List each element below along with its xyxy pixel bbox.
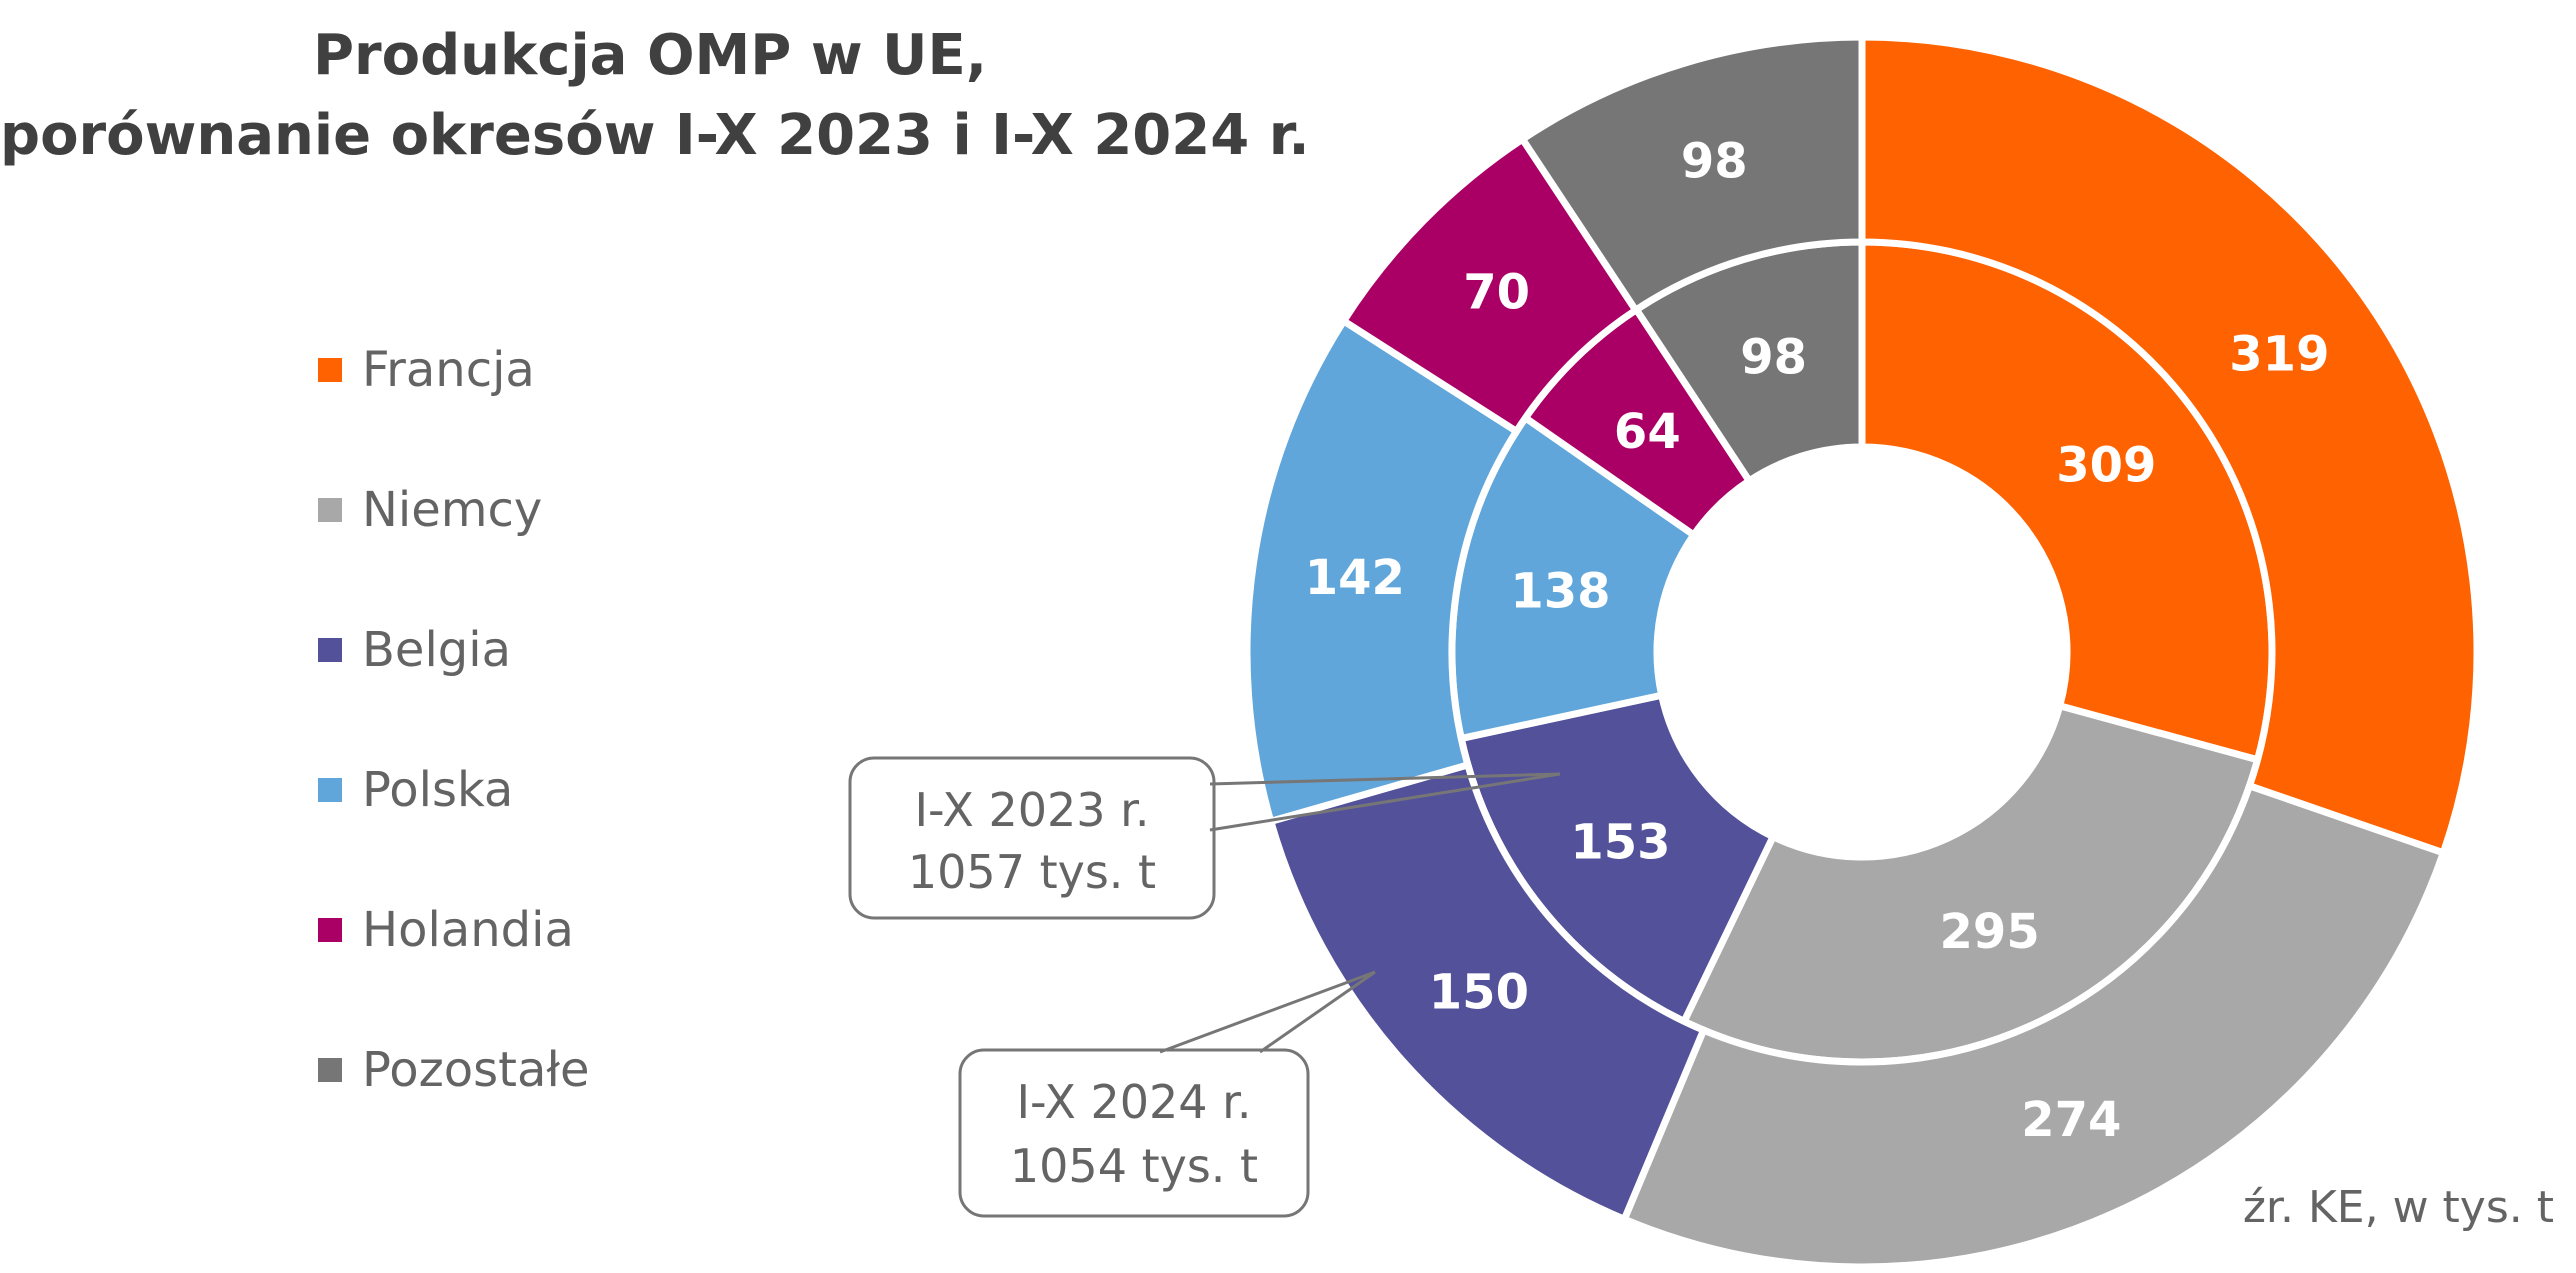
legend-label-francja: Francja	[362, 342, 535, 398]
callout-2023-line-1: I-X 2023 r.	[914, 783, 1149, 837]
legend-label-polska: Polska	[362, 762, 514, 818]
data-label-inner-pozostale: 98	[1740, 329, 1807, 385]
data-label-outer-niemcy: 274	[2021, 1092, 2121, 1148]
data-label-inner-polska: 138	[1510, 564, 1610, 620]
chart-title-line-2: porównanie okresów I-X 2023 i I-X 2024 r…	[0, 103, 1310, 168]
legend-label-holandia: Holandia	[362, 902, 574, 958]
callout-2023-pointer	[1209, 772, 1561, 786]
legend-label-pozostale: Pozostałe	[362, 1042, 590, 1098]
legend-swatch-francja	[318, 358, 342, 382]
legend-swatch-niemcy	[318, 498, 342, 522]
legend-swatch-polska	[318, 778, 342, 802]
callout-2023-line-2: 1057 tys. t	[908, 845, 1156, 899]
callout-2024-line-1: I-X 2024 r.	[1016, 1075, 1251, 1129]
data-label-outer-francja: 319	[2229, 327, 2329, 383]
callout-2023-box	[848, 756, 1216, 920]
source-note: źr. KE, w tys. t	[2242, 1182, 2554, 1233]
legend-item-belgia: Belgia	[318, 622, 511, 678]
legend-label-niemcy: Niemcy	[362, 482, 543, 538]
callout-2024-pointer-right	[1259, 970, 1376, 1054]
data-label-outer-polska: 142	[1305, 550, 1405, 606]
donut-rings	[1243, 33, 2481, 1271]
data-label-inner-belgia: 153	[1570, 814, 1670, 870]
data-label-inner-niemcy: 295	[1940, 904, 2040, 960]
legend-swatch-pozostale	[318, 1058, 342, 1082]
chart-title-line-1: Produkcja OMP w UE,	[312, 23, 988, 88]
data-label-inner-francja: 309	[2056, 437, 2156, 493]
legend-item-francja: Francja	[318, 342, 535, 398]
legend-label-belgia: Belgia	[362, 622, 512, 678]
callout-2023-pointer-lower	[1209, 772, 1561, 832]
slice-outer-polska	[1243, 316, 1522, 826]
chart-title: Produkcja OMP w UE, porównanie okresów I…	[0, 16, 1310, 176]
callout-2023: I-X 2023 r. 1057 tys. t	[848, 756, 1561, 920]
callout-2024: I-X 2024 r. 1054 tys. t	[958, 970, 1376, 1218]
legend-item-pozostale: Pozostałe	[318, 1042, 590, 1098]
slice-outer-francja	[1858, 33, 2481, 858]
data-label-inner-holandia: 64	[1614, 404, 1681, 460]
slice-outer-belgia	[1266, 760, 1709, 1224]
callout-2024-pointer	[1159, 970, 1376, 1054]
callout-2024-box	[958, 1048, 1310, 1218]
legend-swatch-belgia	[318, 638, 342, 662]
slice-outer-niemcy	[1619, 781, 2448, 1271]
legend-item-niemcy: Niemcy	[318, 482, 542, 538]
legend-item-polska: Polska	[318, 762, 513, 818]
data-label-outer-belgia: 150	[1429, 964, 1529, 1020]
legend-item-holandia: Holandia	[318, 902, 574, 958]
data-label-outer-pozostale: 98	[1681, 133, 1748, 189]
legend-swatch-holandia	[318, 918, 342, 942]
data-label-outer-holandia: 70	[1463, 265, 1530, 321]
callout-2024-line-2: 1054 tys. t	[1010, 1139, 1258, 1193]
slice-outer-pozostale	[1517, 33, 1866, 315]
data-labels: 309 295 153 138 64 98 319 274 150 142 70 98	[1305, 133, 2330, 1148]
